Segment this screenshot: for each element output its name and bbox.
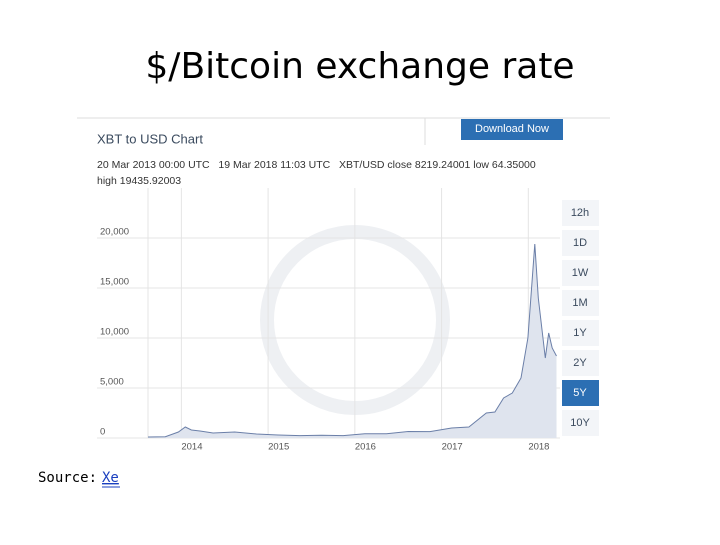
download-button[interactable] (461, 119, 563, 140)
slide-title: $/Bitcoin exchange rate (145, 46, 574, 87)
y-tick-label: 15,000 (100, 277, 129, 288)
range-button-label[interactable]: 1Y (573, 327, 587, 339)
range-button[interactable] (562, 290, 599, 316)
range-button-label[interactable]: 5Y (573, 387, 587, 399)
info-line: high 19435.92003 (97, 175, 181, 187)
x-tick-label: 2018 (528, 442, 549, 453)
range-button[interactable] (562, 230, 599, 256)
y-tick-label: 5,000 (100, 377, 124, 388)
widget-header: XBT to USD Chart (97, 131, 203, 146)
range-button[interactable] (562, 260, 599, 286)
x-tick-label: 2017 (442, 442, 463, 453)
range-button[interactable] (562, 380, 599, 406)
x-tick-label: 2014 (181, 442, 202, 453)
range-button-label[interactable]: 10Y (570, 417, 590, 429)
y-tick-label: 0 (100, 427, 105, 438)
info-line: 20 Mar 2013 00:00 UTC 19 Mar 2018 11:03 … (97, 159, 536, 171)
x-tick-label: 2016 (355, 442, 376, 453)
range-button[interactable] (562, 410, 599, 436)
area (148, 244, 557, 438)
source-link[interactable]: Xe (102, 470, 119, 486)
range-button-label[interactable]: 1W (572, 267, 589, 279)
y-tick-label: 20,000 (100, 227, 129, 238)
download-button-label[interactable]: Download Now (475, 123, 549, 135)
range-button-label[interactable]: 1M (572, 297, 587, 309)
range-button[interactable] (562, 200, 599, 226)
x-tick-label: 2015 (268, 442, 289, 453)
range-button-label[interactable]: 2Y (573, 357, 587, 369)
source-label: Source: (38, 470, 97, 486)
range-button-label[interactable]: 12h (571, 207, 589, 219)
range-button[interactable] (562, 350, 599, 376)
y-tick-label: 10,000 (100, 327, 129, 338)
range-button-label[interactable]: 1D (573, 237, 587, 249)
range-button[interactable] (562, 320, 599, 346)
price-line (147, 243, 557, 438)
